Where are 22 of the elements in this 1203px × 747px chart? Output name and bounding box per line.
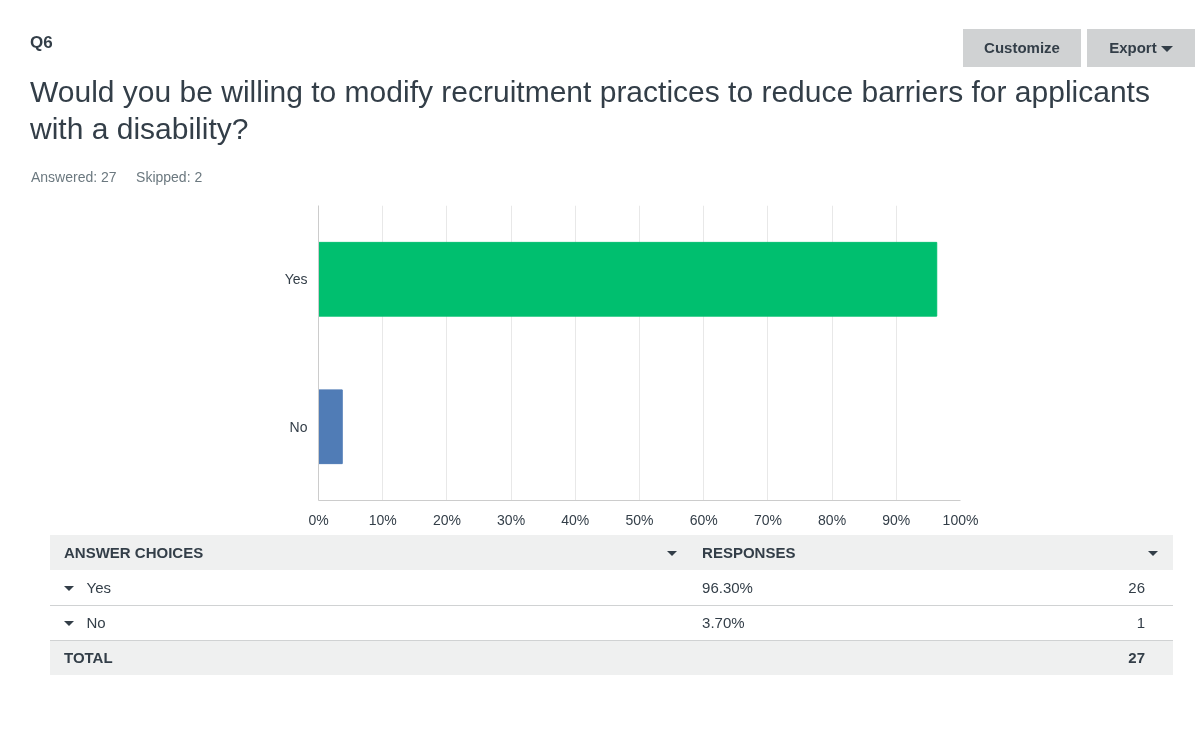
x-tick-label: 80% — [818, 511, 847, 528]
x-tick-label: 70% — [753, 511, 782, 528]
text: 96.30% — [701, 577, 754, 598]
x-tick-label: 30% — [497, 511, 526, 528]
category-label: Yes — [86, 578, 111, 596]
x-tick-label: 40% — [561, 511, 590, 528]
x-tick-label: 0% — [308, 511, 329, 528]
text: 26 — [1127, 577, 1146, 598]
text: Q6 — [30, 32, 53, 54]
text: 1 — [1135, 612, 1146, 633]
text: 3.70% — [701, 612, 746, 633]
button-customize: Customize — [963, 29, 1081, 67]
x-tick-label: 60% — [689, 511, 718, 528]
button-export: Export — [1087, 29, 1195, 67]
category-label: No — [86, 613, 106, 631]
chart-title: Would you be willing to modify recruitment practices to reduce barriers for applicants with a disability? — [30, 74, 1151, 147]
x-tick-label: 10% — [368, 511, 397, 528]
text: Answered: 27 Skipped: 2 — [31, 169, 203, 185]
x-tick-label: 20% — [432, 511, 461, 528]
x-tick-label: 50% — [625, 511, 654, 528]
x-tick-label: 100% — [942, 511, 979, 528]
x-tick-label: 90% — [882, 511, 911, 528]
